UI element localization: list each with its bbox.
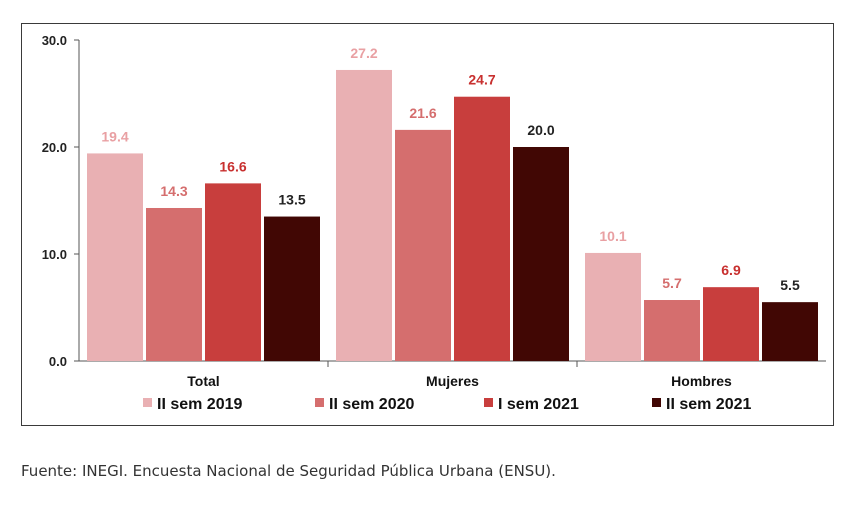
x-category-label: Mujeres <box>426 373 479 389</box>
bar-mujeres-2 <box>395 129 451 361</box>
bar-mujeres-3 <box>454 96 510 362</box>
data-label: 16.6 <box>219 158 246 174</box>
x-category-label: Hombres <box>671 373 732 389</box>
data-label: 20.0 <box>527 122 554 138</box>
y-tick-label: 30.0 <box>42 33 67 48</box>
data-label: 27.2 <box>350 45 377 61</box>
x-category-label: Total <box>187 373 219 389</box>
legend-swatch <box>143 398 152 407</box>
legend-label: I sem 2021 <box>498 396 579 413</box>
chart-frame: 0.0 10.0 20.0 30.0 Total Mujeres Hombres 19.4 1… <box>21 23 834 426</box>
legend-swatch <box>484 398 493 407</box>
axis-layer: 0.0 10.0 20.0 30.0 Total Mujeres Hombres <box>42 33 826 389</box>
data-labels-layer: 19.4 14.3 16.6 13.5 27.2 21.6 24.7 20.0 10.1 5.7 6… <box>101 45 800 293</box>
legend-swatch <box>315 398 324 407</box>
bar-total-4 <box>264 216 320 361</box>
bar-mujeres-1 <box>336 69 392 362</box>
data-label: 5.7 <box>662 275 682 291</box>
y-tick-label: 0.0 <box>49 354 67 369</box>
bar-total-2 <box>146 207 202 361</box>
bar-hombres-3 <box>703 287 759 361</box>
legend-label: II sem 2021 <box>666 396 752 413</box>
data-label: 14.3 <box>160 183 187 199</box>
legend-label: II sem 2019 <box>157 396 243 413</box>
y-tick-label: 20.0 <box>42 140 67 155</box>
data-label: 10.1 <box>599 228 626 244</box>
data-label: 21.6 <box>409 105 436 121</box>
legend-label: II sem 2020 <box>329 396 415 413</box>
y-tick-label: 10.0 <box>42 247 67 262</box>
bars-layer <box>87 69 818 362</box>
bar-total-3 <box>205 183 261 361</box>
legend: II sem 2019 II sem 2020 I sem 2021 II sem 2… <box>143 396 752 413</box>
source-note: Fuente: INEGI. Encuesta Nacional de Segu… <box>21 462 556 480</box>
bar-hombres-2 <box>644 300 700 361</box>
legend-swatch <box>652 398 661 407</box>
bar-mujeres-4 <box>513 147 569 361</box>
data-label: 13.5 <box>278 192 305 208</box>
data-label: 6.9 <box>721 262 741 278</box>
data-label: 24.7 <box>468 72 495 88</box>
bar-hombres-1 <box>585 252 641 361</box>
data-label: 5.5 <box>780 277 800 293</box>
bar-total-1 <box>87 153 143 361</box>
bar-hombres-4 <box>762 302 818 361</box>
data-label: 19.4 <box>101 128 128 144</box>
